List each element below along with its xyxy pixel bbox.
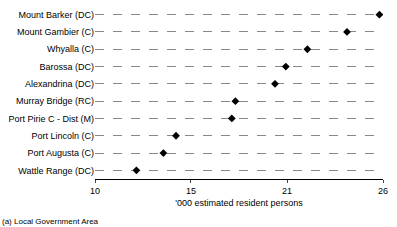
svg-text:Murray Bridge (RC): Murray Bridge (RC)	[16, 96, 94, 106]
svg-text:Barossa (DC): Barossa (DC)	[39, 62, 94, 72]
svg-text:Port Augusta (C): Port Augusta (C)	[27, 148, 94, 158]
svg-text:Mount Barker (DC): Mount Barker (DC)	[18, 10, 94, 20]
svg-text:(a) Local Government Area: (a) Local Government Area	[2, 217, 99, 226]
svg-text:15: 15	[186, 186, 196, 196]
svg-text:Port Pirie C - Dist (M): Port Pirie C - Dist (M)	[9, 114, 95, 124]
svg-text:21: 21	[282, 186, 292, 196]
svg-text:Port Lincoln (C): Port Lincoln (C)	[31, 131, 94, 141]
svg-text:10: 10	[90, 186, 100, 196]
svg-text:Whyalla (C): Whyalla (C)	[47, 44, 94, 54]
svg-text:'000 estimated resident person: '000 estimated resident persons	[175, 198, 303, 208]
svg-text:Alexandrina (DC): Alexandrina (DC)	[25, 79, 94, 89]
svg-text:26: 26	[378, 186, 388, 196]
svg-text:Mount Gambier (C): Mount Gambier (C)	[17, 27, 94, 37]
svg-text:Wattle Range (DC): Wattle Range (DC)	[18, 166, 94, 176]
